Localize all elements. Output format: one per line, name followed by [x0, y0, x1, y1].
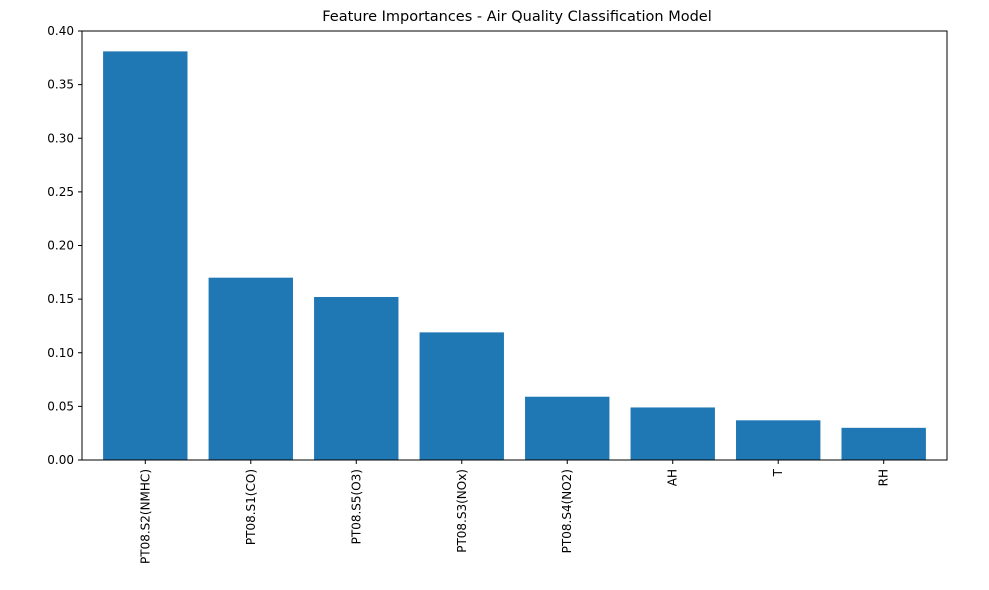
bars-group [103, 51, 926, 460]
y-tick-label: 0.05 [47, 399, 74, 413]
bar-pt08-s2-nmhc [103, 51, 188, 460]
bar-pt08-s3-nox [419, 332, 504, 460]
bar-pt08-s4-no2 [525, 396, 610, 460]
x-tick-label: PT08.S3(NOx) [455, 469, 469, 553]
x-tick-label: T [771, 468, 785, 477]
x-axis: PT08.S2(NMHC) PT08.S1(CO) PT08.S5(O3) PT08.… [138, 460, 891, 564]
y-tick-label: 0.25 [47, 185, 74, 199]
bar-t [736, 420, 821, 460]
y-tick-label: 0.30 [47, 131, 74, 145]
bar-rh [841, 427, 926, 460]
bar-pt08-s1-co [208, 277, 293, 460]
y-tick-label: 0.10 [47, 346, 74, 360]
y-tick-label: 0.20 [47, 239, 74, 253]
x-tick-label: PT08.S4(NO2) [560, 469, 574, 553]
x-tick-label: PT08.S5(O3) [349, 469, 363, 544]
x-tick-label: AH [666, 469, 680, 486]
y-tick-label: 0.35 [47, 78, 74, 92]
y-tick-label: 0.15 [47, 292, 74, 306]
x-tick-label: RH [877, 469, 891, 486]
x-tick-label: PT08.S1(CO) [244, 469, 258, 545]
bar-ah [630, 407, 715, 460]
chart-title: Feature Importances - Air Quality Classi… [322, 9, 712, 25]
x-tick-label: PT08.S2(NMHC) [138, 469, 152, 564]
plot-frame [81, 30, 948, 461]
bar-pt08-s5-o3 [314, 296, 399, 460]
y-axis: 0.00 0.05 0.10 0.15 0.20 0.25 0.30 0.35 0.40 [47, 24, 82, 467]
y-tick-label: 0.00 [47, 453, 74, 467]
y-tick-label: 0.40 [47, 24, 74, 38]
